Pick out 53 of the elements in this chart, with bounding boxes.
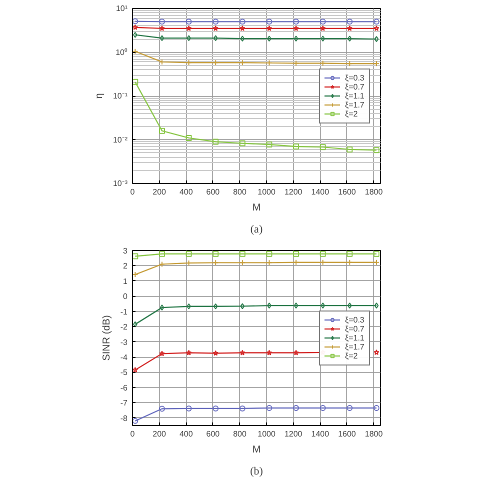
- x-tick-label: 400: [179, 430, 194, 438]
- legend-label: ξ=0.7: [345, 82, 365, 91]
- x-tick-label: 200: [152, 430, 167, 438]
- x-tick-label: 0: [130, 188, 136, 196]
- y-tick-label: 10⁰: [116, 48, 128, 57]
- x-tick-label: 0: [130, 430, 136, 438]
- x-tick-label: 1200: [284, 188, 303, 196]
- legend-label: ξ=1.7: [345, 100, 365, 109]
- x-tick-label: 800: [233, 188, 247, 196]
- text: (a): [250, 224, 263, 236]
- y-tick-label: -5: [120, 368, 128, 378]
- x-tick-label: 800: [233, 430, 247, 438]
- x-axis-title: M: [252, 202, 261, 214]
- x-tick-label: 1800: [364, 430, 384, 438]
- y-tick-label: 0: [123, 292, 128, 302]
- x-tick-label: 1200: [284, 430, 303, 438]
- y-tick-label: -1: [120, 307, 128, 316]
- y-tick-label: 2: [123, 262, 128, 271]
- y-axis-title: η: [94, 93, 105, 99]
- y-tick-label: 10⁻³: [112, 179, 128, 188]
- y-tick-label: -6: [120, 383, 128, 392]
- x-tick-label: 1400: [311, 188, 330, 196]
- legend-label: ξ=0.3: [345, 73, 365, 82]
- legend-label: ξ=2: [345, 351, 359, 360]
- y-tick-label: -8: [120, 414, 128, 423]
- y-tick-label: -7: [120, 398, 128, 408]
- x-tick-label: 1000: [258, 188, 276, 196]
- x-tick-label: 1600: [338, 430, 356, 438]
- x-tick-label: 1000: [258, 430, 276, 438]
- legend-label: ξ=1.1: [345, 333, 365, 342]
- x-tick-label: 400: [179, 188, 194, 196]
- x-axis-title: M: [252, 444, 261, 456]
- y-tick-label: -2: [120, 322, 128, 332]
- y-tick-label: 3: [123, 246, 128, 256]
- legend-label: ξ=0.7: [345, 324, 365, 333]
- x-tick-label: 600: [206, 430, 220, 438]
- y-tick-label: 10¹: [116, 4, 128, 13]
- legend-label: ξ=1.1: [345, 91, 365, 100]
- x-tick-label: 1600: [338, 188, 356, 196]
- y-tick-label: 10⁻²: [112, 135, 128, 144]
- x-tick-label: 1400: [311, 430, 330, 438]
- y-axis-title: SINR (dB): [101, 315, 112, 361]
- legend-label: ξ=1.7: [345, 342, 365, 351]
- x-tick-label: 200: [152, 188, 167, 196]
- y-tick-label: -3: [120, 338, 128, 347]
- y-tick-label: 10⁻¹: [112, 92, 128, 100]
- y-tick-label: 1: [123, 276, 128, 286]
- x-tick-label: 600: [206, 188, 220, 196]
- legend-label: ξ=2: [345, 109, 359, 118]
- legend-label: ξ=0.3: [345, 315, 365, 324]
- x-tick-label: 1800: [364, 188, 384, 196]
- y-tick-label: -4: [120, 353, 128, 362]
- text: (b): [250, 466, 264, 478]
